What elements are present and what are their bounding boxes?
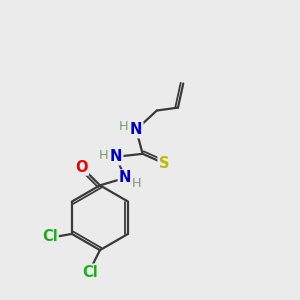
Text: N: N <box>110 149 122 164</box>
Text: H: H <box>131 177 141 190</box>
Text: H: H <box>99 149 109 162</box>
Text: Cl: Cl <box>82 265 98 280</box>
Text: O: O <box>75 160 88 175</box>
Text: Cl: Cl <box>42 230 58 244</box>
Text: S: S <box>159 156 169 171</box>
Text: H: H <box>119 120 129 133</box>
Text: N: N <box>130 122 142 137</box>
Text: N: N <box>119 170 131 185</box>
